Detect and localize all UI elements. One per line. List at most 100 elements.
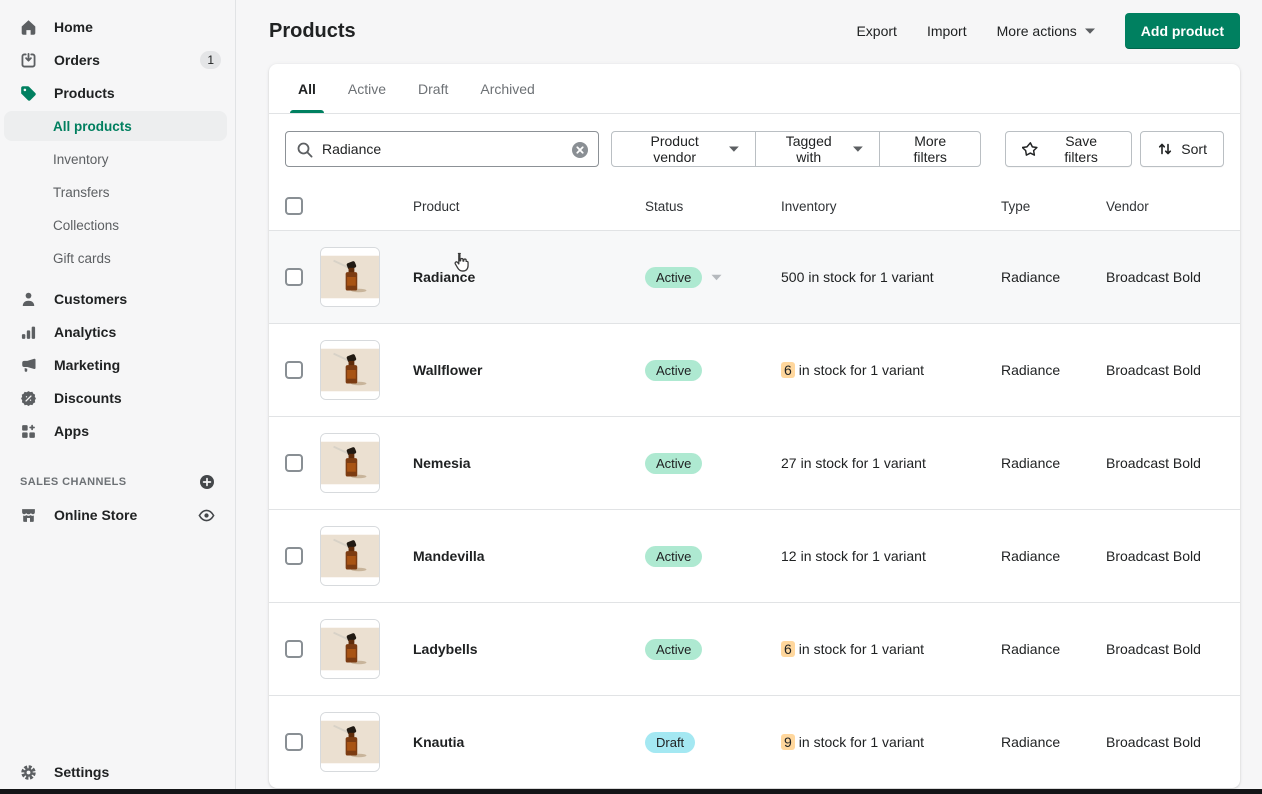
inventory-count-highlighted: 6 [781, 641, 795, 657]
page-header-actions: Export Import More actions Add product [856, 13, 1240, 49]
product-type: Radiance [1001, 269, 1061, 285]
sidebar-item-label: Apps [54, 423, 89, 439]
export-button[interactable]: Export [856, 23, 896, 39]
product-vendor: Broadcast Bold [1106, 269, 1201, 285]
row-checkbox[interactable] [285, 361, 303, 379]
gear-icon [20, 764, 37, 781]
tagged-with-label: Tagged with [785, 133, 832, 165]
sidebar-item-analytics[interactable]: Analytics [0, 317, 235, 347]
add-product-button[interactable]: Add product [1124, 13, 1240, 49]
sidebar-item-inventory[interactable]: Inventory [0, 144, 235, 174]
product-name[interactable]: Knautia [413, 734, 465, 750]
sidebar-item-products[interactable]: Products [0, 78, 235, 108]
search-input[interactable] [286, 132, 599, 166]
row-checkbox[interactable] [285, 733, 303, 751]
sidebar-item-apps[interactable]: Apps [0, 416, 235, 446]
product-type: Radiance [1001, 362, 1061, 378]
more-actions-label: More actions [996, 23, 1077, 39]
sidebar-item-orders[interactable]: Orders 1 [0, 45, 235, 75]
sort-label: Sort [1181, 141, 1207, 157]
save-filters-button[interactable]: Save filters [1005, 131, 1133, 167]
product-name[interactable]: Wallflower [413, 362, 483, 378]
tab-draft[interactable]: Draft [402, 64, 464, 113]
clear-search-button[interactable] [571, 141, 589, 162]
add-sales-channel-button[interactable] [199, 474, 215, 490]
sort-arrows-icon [1159, 143, 1172, 155]
products-card: All Active Draft Archived [269, 64, 1240, 788]
table-row[interactable]: Mandevilla Active 12 in stock for 1 varia… [269, 509, 1240, 602]
sidebar-item-all-products[interactable]: All products [4, 111, 227, 141]
sidebar-item-label: Discounts [54, 390, 122, 406]
apps-icon [20, 423, 37, 440]
sidebar-subitem-label: Inventory [53, 151, 109, 167]
view-online-store-eye-icon[interactable] [198, 507, 215, 524]
product-name[interactable]: Nemesia [413, 455, 471, 471]
sidebar-subitem-label: All products [53, 118, 132, 134]
sort-button[interactable]: Sort [1140, 131, 1224, 167]
product-name[interactable]: Mandevilla [413, 548, 485, 564]
product-vendor-filter-button[interactable]: Product vendor [611, 131, 757, 167]
inventory-count: 500 [781, 269, 805, 285]
tab-archived[interactable]: Archived [464, 64, 550, 113]
product-vendor: Broadcast Bold [1106, 362, 1201, 378]
product-thumbnail [320, 712, 380, 772]
status-caret-icon[interactable] [711, 274, 722, 281]
more-filters-button[interactable]: More filters [879, 131, 982, 167]
sidebar-item-online-store[interactable]: Online Store [0, 500, 235, 530]
sidebar-item-label: Home [54, 19, 93, 35]
table-row[interactable]: Wallflower Active 6 in stock for 1 varian… [269, 323, 1240, 416]
row-checkbox[interactable] [285, 454, 303, 472]
sidebar-item-settings[interactable]: Settings [0, 757, 235, 787]
sidebar-subitem-label: Gift cards [53, 250, 111, 266]
tab-label: Archived [480, 80, 535, 97]
row-checkbox[interactable] [285, 547, 303, 565]
filter-toolbar: Product vendor Tagged with More filters … [285, 131, 1224, 167]
product-name[interactable]: Ladybells [413, 641, 478, 657]
sidebar-item-gift-cards[interactable]: Gift cards [0, 243, 235, 273]
discounts-icon [20, 390, 37, 407]
sidebar-item-home[interactable]: Home [0, 12, 235, 42]
table-row[interactable]: Nemesia Active 27 in stock for 1 variant … [269, 416, 1240, 509]
table-row[interactable]: Knautia Draft 9 in stock for 1 variant Ra… [269, 695, 1240, 788]
sidebar-item-customers[interactable]: Customers [0, 284, 235, 314]
page-title: Products [269, 19, 356, 42]
inventory-cell: 500 in stock for 1 variant [781, 269, 1001, 285]
column-header-type: Type [1001, 198, 1031, 214]
inventory-count: 12 [781, 548, 797, 564]
row-checkbox[interactable] [285, 268, 303, 286]
sidebar-item-discounts[interactable]: Discounts [0, 383, 235, 413]
tab-label: Draft [418, 80, 449, 97]
tab-all[interactable]: All [282, 64, 332, 113]
star-icon [1022, 141, 1038, 156]
sidebar-item-marketing[interactable]: Marketing [0, 350, 235, 380]
tab-active[interactable]: Active [332, 64, 402, 113]
inventory-cell: 6 in stock for 1 variant [781, 362, 1001, 378]
sidebar-item-label: Orders [54, 52, 100, 68]
status-badge: Draft [645, 731, 696, 753]
product-thumbnail [320, 433, 380, 493]
sidebar-item-transfers[interactable]: Transfers [0, 177, 235, 207]
sidebar-item-label: Marketing [54, 357, 121, 373]
product-type: Radiance [1001, 641, 1061, 657]
inventory-text: in stock for 1 variant [798, 734, 925, 750]
select-all-checkbox[interactable] [285, 197, 303, 215]
status-badge: Active [645, 359, 703, 381]
sidebar-item-collections[interactable]: Collections [0, 210, 235, 240]
sales-channels-section-header: SALES CHANNELS [0, 467, 235, 497]
more-actions-button[interactable]: More actions [997, 23, 1095, 39]
table-row[interactable]: Ladybells Active 6 in stock for 1 variant… [269, 602, 1240, 695]
table-row[interactable]: Radiance Active 500 in stock for 1 varian… [269, 230, 1240, 323]
import-button[interactable]: Import [927, 23, 967, 39]
search-box [285, 131, 600, 167]
online-store-icon [20, 507, 37, 524]
inventory-text: in stock for 1 variant [798, 641, 925, 657]
product-name[interactable]: Radiance [413, 269, 476, 285]
save-filters-label: Save filters [1064, 133, 1098, 165]
tagged-with-filter-button[interactable]: Tagged with [755, 131, 881, 167]
product-thumbnail [320, 340, 380, 400]
inventory-cell: 27 in stock for 1 variant [781, 455, 1001, 471]
analytics-icon [20, 324, 37, 341]
add-product-label: Add product [1140, 23, 1224, 39]
row-checkbox[interactable] [285, 640, 303, 658]
